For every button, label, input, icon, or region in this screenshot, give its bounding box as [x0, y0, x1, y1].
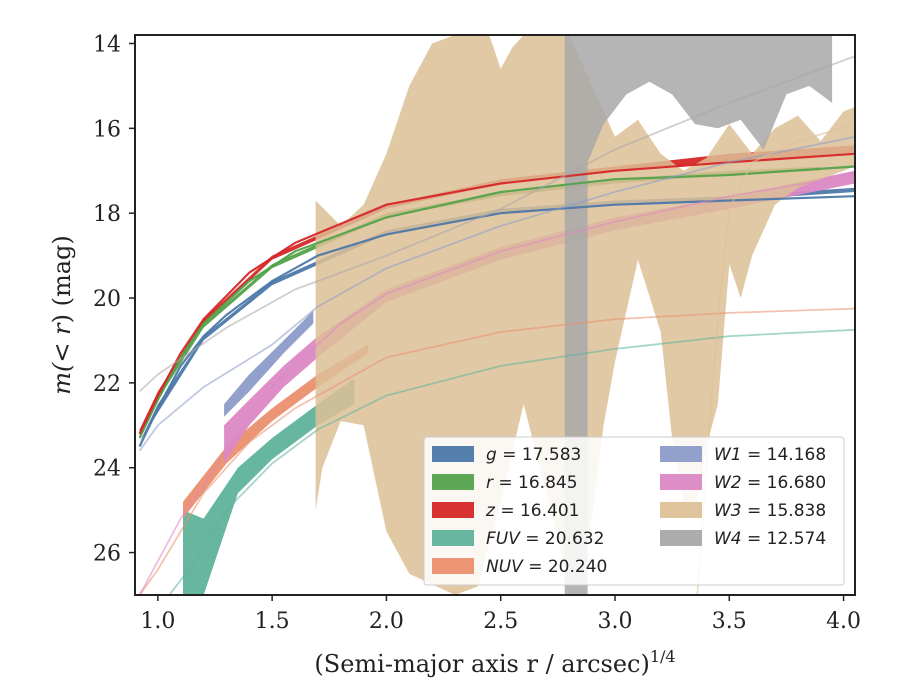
- x-tick-label: 4.0: [826, 609, 861, 634]
- y-tick-label: 24: [93, 457, 121, 482]
- x-tick-label: 1.0: [140, 609, 175, 634]
- legend-swatch-z: [432, 502, 474, 518]
- x-tick-label: 1.5: [255, 609, 290, 634]
- legend-label-g: g = 17.583: [486, 445, 581, 465]
- legend-swatch-w2: [660, 474, 702, 490]
- legend-band-name: W4: [714, 529, 742, 549]
- legend-label-r: r = 16.845: [486, 473, 578, 493]
- fuv-model-curve: [168, 328, 855, 595]
- y-axis-title-suffix: ) (mag): [48, 235, 76, 323]
- model-curves: [138, 55, 855, 595]
- legend-band-name: W1: [714, 445, 742, 465]
- legend-label-w4: W4 = 12.574: [714, 529, 826, 549]
- y-tick-label: 26: [93, 542, 121, 567]
- legend-swatch-w3: [660, 502, 702, 518]
- legend-label-nuv: NUV = 20.240: [486, 557, 607, 577]
- y-axis-title-math: < r: [48, 322, 76, 363]
- legend-swatch-r: [432, 474, 474, 490]
- plot-frame: [134, 34, 856, 596]
- legend-label-w1: W1 = 14.168: [714, 445, 826, 465]
- x-tick-label: 3.5: [712, 609, 747, 634]
- legend-band-value: = 15.838: [742, 501, 827, 521]
- z-model-curve: [138, 152, 855, 435]
- w1-model-curve: [138, 135, 855, 452]
- g-model-curve: [138, 195, 855, 447]
- legend-band-name: W3: [714, 501, 742, 521]
- legend-band-name: g: [486, 445, 497, 465]
- x-tick-label: 2.5: [483, 609, 518, 634]
- legend-label-z: z = 16.401: [485, 501, 579, 521]
- legend-swatch-fuv: [432, 530, 474, 546]
- legend-frame: [423, 436, 845, 586]
- x-tick-label: 3.0: [598, 609, 633, 634]
- y-axis-title: m(< r) (mag): [48, 235, 76, 395]
- w1-band: [224, 310, 314, 417]
- y-axis-title-prefix: m(: [48, 362, 76, 395]
- x-tick-label: 2.0: [369, 609, 404, 634]
- legend-label-fuv: FUV = 20.632: [486, 529, 604, 549]
- legend-swatch-w4: [660, 530, 702, 546]
- x-axis-ticks: 1.0 1.5 2.0 2.5 3.0 3.5 4.0: [140, 595, 861, 634]
- legend-swatch-nuv: [432, 558, 474, 574]
- y-axis-ticks: 14 16 18 20 22 24 26: [93, 32, 135, 567]
- w4-band: [564, 35, 833, 595]
- legend-label-w3: W3 = 15.838: [714, 501, 826, 521]
- legend-band-value: = 12.574: [742, 529, 827, 549]
- legend-band-name: z: [485, 501, 496, 521]
- x-axis-title: (Semi-major axis r / arcsec)1/4: [314, 647, 675, 678]
- legend-swatch-g: [432, 446, 474, 462]
- w4-model-curve: [138, 55, 855, 393]
- y-tick-label: 16: [93, 117, 121, 142]
- legend-band-name: W2: [714, 473, 742, 493]
- w2-model-curve: [138, 174, 855, 595]
- y-tick-label: 14: [93, 32, 121, 57]
- legend-band-name: FUV: [486, 529, 521, 549]
- legend-swatch-w1: [660, 446, 702, 462]
- legend-band-value: = 17.583: [497, 445, 582, 465]
- y-tick-label: 22: [93, 372, 121, 397]
- legend-band-name: r: [486, 473, 494, 493]
- y-tick-label: 18: [93, 202, 121, 227]
- legend-band-value: = 16.680: [742, 473, 827, 493]
- legend-band-name: NUV: [486, 557, 524, 577]
- legend-band-value: = 20.240: [523, 557, 608, 577]
- legend-band-value: = 16.401: [495, 501, 580, 521]
- nuv-model-curve: [138, 307, 855, 595]
- r-model-curve: [138, 165, 855, 439]
- y-tick-label: 20: [93, 287, 121, 312]
- x-axis-title-main: (Semi-major axis r / arcsec): [314, 650, 649, 678]
- legend-band-value: = 20.632: [520, 529, 605, 549]
- legend-band-value: = 16.845: [493, 473, 578, 493]
- legend-label-w2: W2 = 16.680: [714, 473, 826, 493]
- x-axis-title-superscript: 1/4: [650, 647, 676, 666]
- legend-band-value: = 14.168: [742, 445, 827, 465]
